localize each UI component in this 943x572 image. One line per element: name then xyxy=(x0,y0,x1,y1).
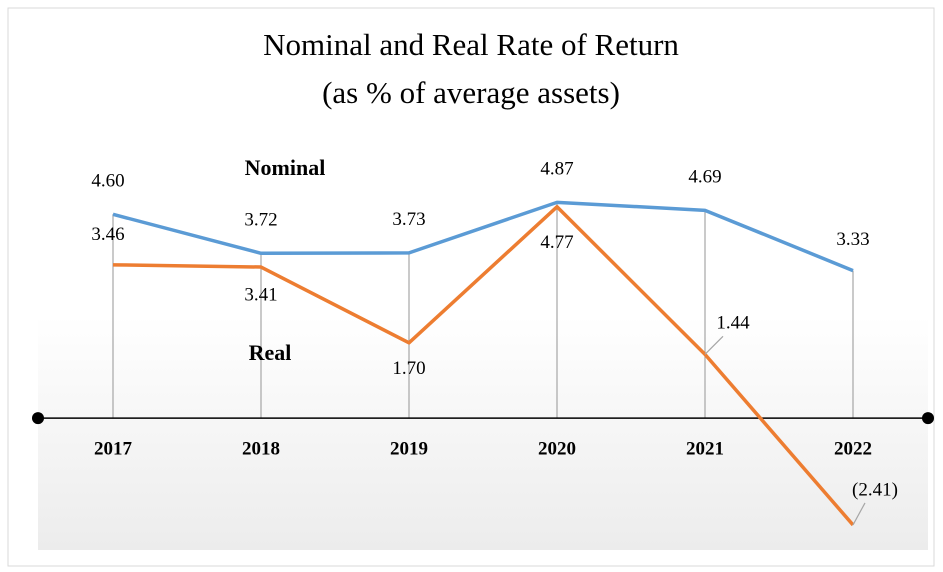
chart-subtitle: (as % of average assets) xyxy=(322,75,620,110)
data-label: 3.72 xyxy=(244,210,277,231)
data-label: (2.41) xyxy=(852,479,898,500)
data-label: 3.41 xyxy=(244,284,277,305)
data-label: 3.73 xyxy=(392,209,425,230)
x-tick-label: 2018 xyxy=(242,439,280,460)
chart-title: Nominal and Real Rate of Return xyxy=(263,27,679,62)
data-label: 3.46 xyxy=(91,224,124,245)
axis-end xyxy=(922,412,934,425)
plot-background xyxy=(38,160,928,550)
x-tick-label: 2020 xyxy=(538,439,576,460)
x-tick-label: 2019 xyxy=(390,439,428,460)
data-label: 4.69 xyxy=(688,167,721,188)
leader-line xyxy=(852,502,866,526)
leader-line xyxy=(704,335,724,355)
data-label: 4.60 xyxy=(91,171,124,192)
data-label: 3.33 xyxy=(836,229,869,250)
x-tick-label: 2021 xyxy=(686,439,724,460)
series-name: Nominal xyxy=(245,155,326,180)
data-label: 1.70 xyxy=(392,358,425,379)
data-label: 4.77 xyxy=(540,232,573,253)
data-label: 4.87 xyxy=(540,159,573,180)
series-line xyxy=(112,200,854,273)
series-name: Real xyxy=(249,340,292,365)
data-label: 1.44 xyxy=(716,313,750,334)
axis-end xyxy=(32,412,44,425)
x-tick-label: 2017 xyxy=(94,439,133,460)
x-tick-label: 2022 xyxy=(834,439,872,460)
series-line xyxy=(112,205,855,527)
